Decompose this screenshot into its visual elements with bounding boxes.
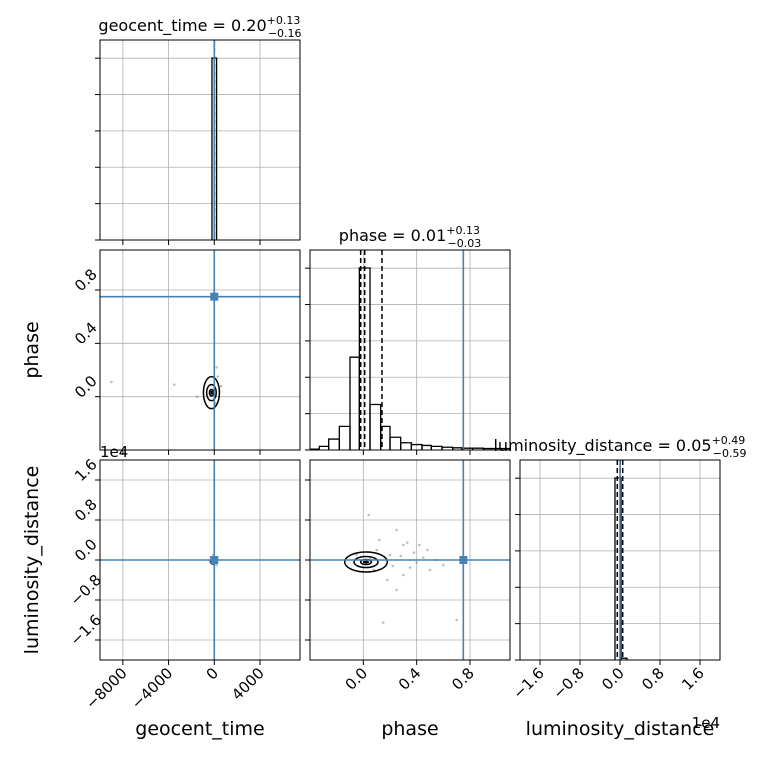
scatter-point [367, 513, 370, 517]
hist-title-luminosity_distance: luminosity_distance = 0.05+0.49 −0.59 [493, 434, 746, 460]
panel-phase-luminosity_distance [305, 459, 511, 665]
contour-level [202, 375, 221, 410]
hist-title-phase: phase = 0.01+0.13 −0.03 [339, 224, 481, 250]
panel-border [309, 459, 511, 661]
hist-title-geocent_time: geocent_time = 0.20+0.13 −0.16 [98, 14, 301, 40]
hist-panel-geocent_time: geocent_time = 0.20+0.13 −0.16 [95, 14, 302, 245]
truth-marker [210, 556, 219, 564]
truth-marker [459, 556, 468, 564]
x-tick-label: −8000 [82, 664, 131, 713]
panel-geocent_time-phase [95, 249, 301, 455]
x-tick-label: 0.4 [395, 664, 425, 694]
y-axis-label-phase: phase [21, 321, 43, 378]
gridlines [100, 250, 300, 450]
hist-bar [389, 436, 402, 450]
panel-border [309, 249, 511, 451]
panel-border [99, 39, 301, 241]
hist-bar [620, 657, 628, 660]
scatter-point [426, 548, 429, 552]
scatter-point [402, 573, 405, 577]
panel-content [100, 460, 300, 660]
y-axis-label-luminosity_distance: luminosity_distance [21, 466, 43, 655]
scatter-point [395, 588, 398, 592]
hist-bar [338, 425, 351, 450]
hist-bar [400, 442, 412, 450]
panels-layer: geocent_time = 0.20+0.13 −0.16 phase = 0.0… [21, 14, 747, 740]
x-tick-label: 4000 [228, 664, 268, 704]
scatter-point [388, 553, 392, 557]
y-tick-label: −0.8 [67, 571, 105, 609]
x-tick-label: 0.0 [342, 664, 372, 694]
panel-border [99, 249, 301, 451]
hist-content [614, 460, 628, 660]
x-offset-label: 1e4 [692, 714, 720, 732]
contour-core [362, 560, 370, 564]
scatter-point [418, 543, 421, 547]
scatter-point [110, 380, 113, 384]
scatter-point [408, 566, 412, 569]
gridlines [100, 40, 300, 240]
x-tick-label: −0.8 [549, 664, 587, 702]
scatter-point [402, 543, 405, 547]
hist-bar [318, 445, 330, 450]
x-axis-label-phase: phase [381, 718, 438, 740]
panel-content [100, 250, 300, 450]
x-tick-label: −1.6 [509, 664, 547, 702]
scatter-point [415, 561, 418, 564]
scatter-point [395, 528, 398, 532]
contour-level [353, 555, 379, 569]
panel-border [519, 459, 721, 661]
scatter-point [428, 568, 432, 572]
scatter-point [195, 395, 199, 398]
gridlines [310, 250, 510, 450]
hist-panel-luminosity_distance: luminosity_distance = 0.05+0.49 −0.59 [493, 434, 747, 665]
scatter-point [355, 553, 358, 557]
x-tick-label: −4000 [128, 664, 177, 713]
x-axis-label-geocent_time: geocent_time [135, 718, 264, 740]
scatter-point [216, 375, 220, 378]
hist-bar [430, 445, 443, 450]
scatter-point [219, 384, 223, 388]
x-tick-label: 0.8 [448, 664, 478, 694]
x-tick-label: 1.6 [678, 664, 708, 694]
contour-core [210, 390, 213, 395]
scatter-point [399, 554, 402, 558]
truth-marker [210, 292, 219, 301]
scatter-point [215, 563, 218, 567]
y-tick-label: −1.6 [67, 611, 105, 649]
scatter-point [378, 538, 381, 542]
hist-bar [482, 447, 510, 450]
y-offset-label: 1e4 [100, 443, 128, 461]
scatter-point [375, 548, 378, 552]
hist-bar [349, 356, 360, 450]
scatter-point [172, 383, 176, 386]
hist-bar [369, 403, 382, 450]
scatter-point [391, 564, 394, 568]
x-tick-label: 0.0 [598, 664, 628, 694]
scatter-point [422, 556, 425, 559]
scatter-point [412, 551, 416, 554]
scatter-point [406, 541, 409, 544]
hist-bar [421, 444, 432, 450]
hist-bar [328, 438, 340, 450]
hist-content [211, 40, 218, 240]
x-tick-label: 0.8 [638, 664, 668, 694]
scatter-point [215, 366, 218, 369]
contour-level [343, 551, 389, 573]
x-axis-label-luminosity_distance: luminosity_distance [526, 718, 715, 740]
scatter-point [386, 578, 389, 582]
scatter-point [442, 563, 445, 567]
hist-content [310, 250, 510, 450]
scatter-point [382, 621, 385, 624]
hist-panel-phase: phase = 0.01+0.13 −0.03 [305, 224, 511, 455]
panel-geocent_time-luminosity_distance [95, 459, 301, 665]
x-tick-label: 0 [203, 664, 222, 683]
panel-border [99, 459, 301, 661]
contour-level [205, 383, 217, 402]
panel-content [310, 460, 510, 660]
scatter-point [455, 618, 458, 622]
